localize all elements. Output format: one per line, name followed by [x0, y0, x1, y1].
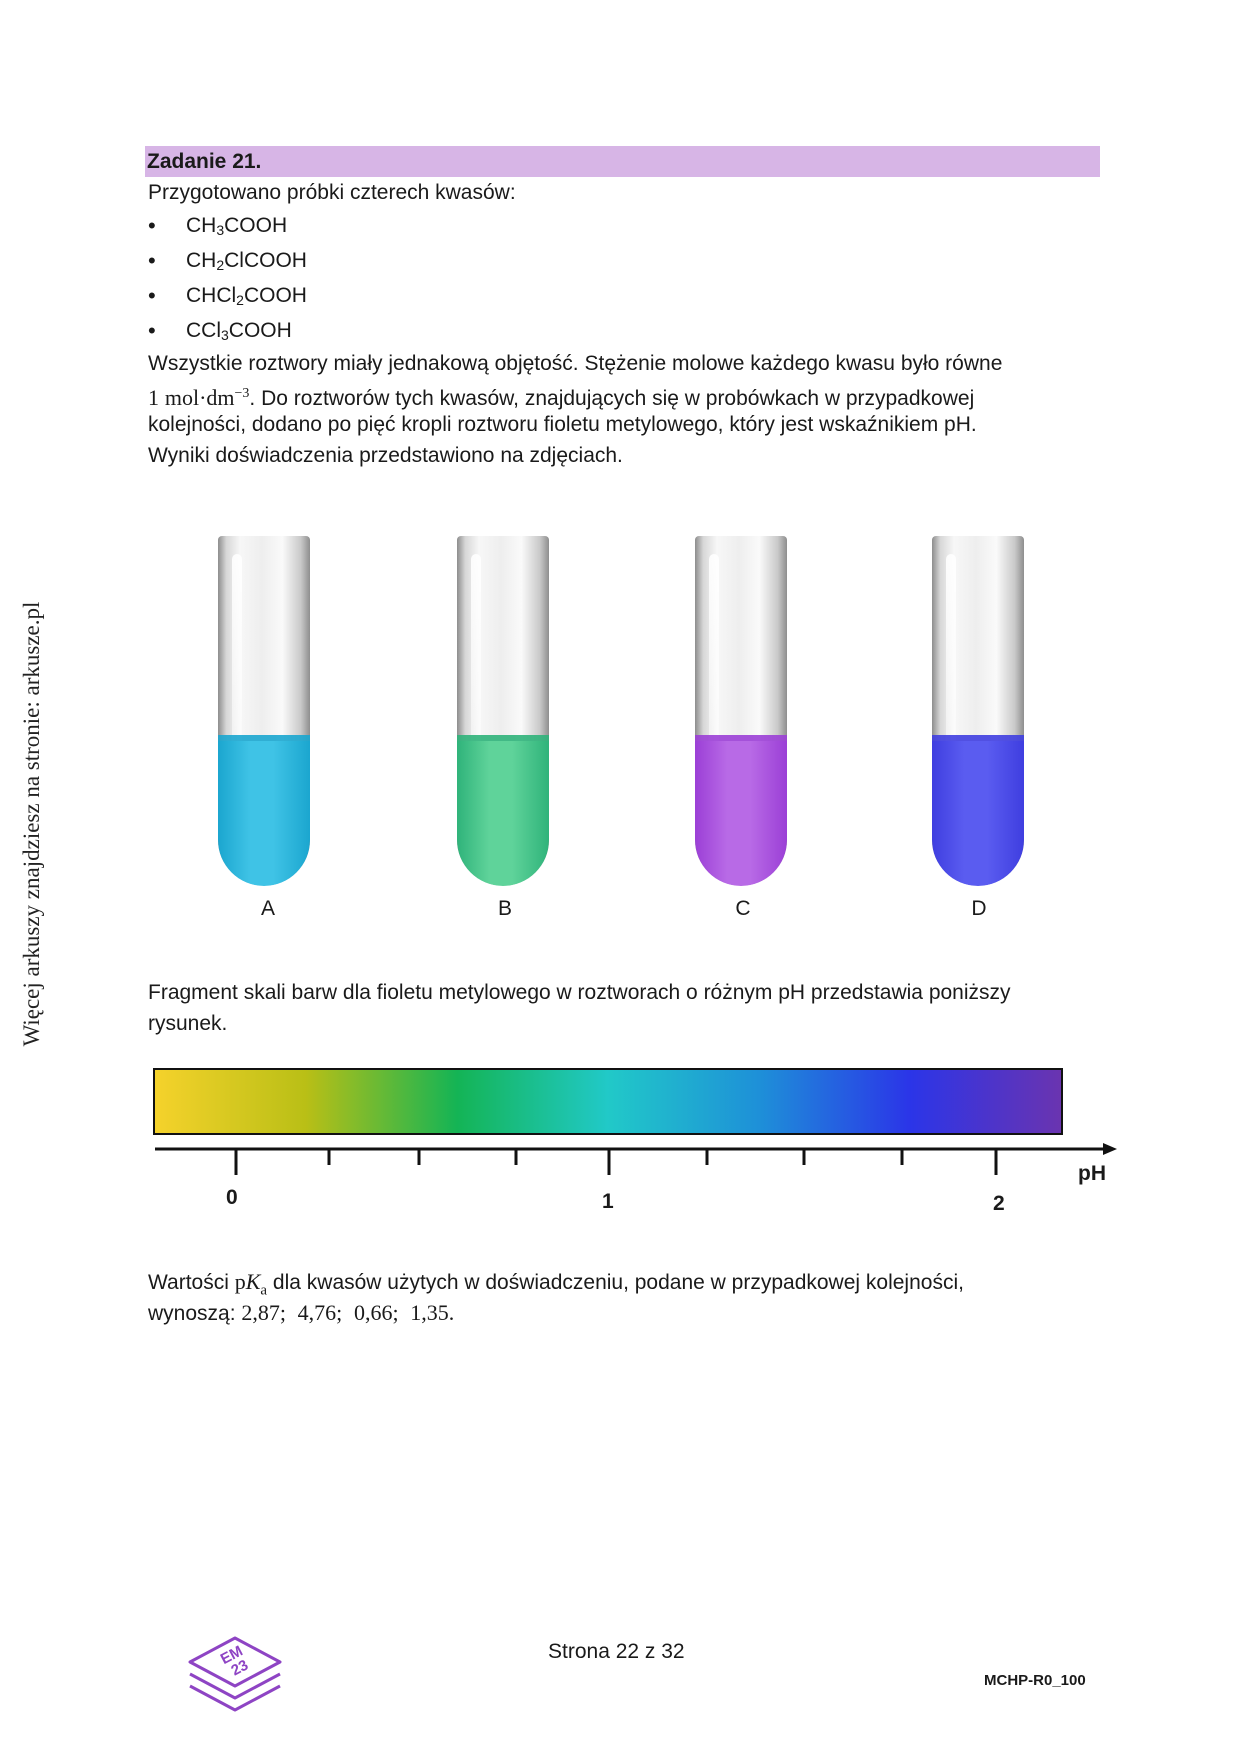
paragraph-line-4: Wyniki doświadczenia przedstawiono na zd… [148, 444, 623, 467]
logo-text-bottom: 23 [228, 1657, 251, 1680]
tube-label-c: C [735, 897, 751, 920]
concentration-number: 1 [148, 385, 159, 410]
pka-value: 0,66 [353, 1300, 393, 1325]
scale-intro-line-1: Fragment skali barw dla fioletu metylowe… [148, 981, 1011, 1004]
test-tube-b [457, 536, 549, 886]
paragraph-line-1: Wszystkie roztwory miały jednakową objęt… [148, 352, 1003, 375]
pka-symbol: pKa [234, 1269, 268, 1299]
test-tube-c [695, 536, 787, 886]
concentration-exponent: −3 [234, 386, 250, 401]
ph-tick-label-1: 1 [602, 1190, 614, 1213]
em23-logo: EM 23 [188, 1636, 282, 1712]
ph-tick-label-0: 0 [226, 1186, 238, 1209]
tube-label-a: A [260, 897, 275, 920]
task-header: Zadanie 21. [145, 146, 1100, 177]
tube-label-d: D [971, 897, 987, 920]
task-intro: Przygotowano próbki czterech kwasów: [148, 181, 516, 204]
pka-value: 1,35 [410, 1300, 449, 1325]
test-tube-d [932, 536, 1024, 886]
ph-tick-label-2: 2 [993, 1192, 1005, 1215]
pka-line-1: Wartości pKa dla kwasów użytych w doświa… [148, 1269, 964, 1299]
test-tube-a [218, 536, 310, 886]
side-watermark-text: Więcej arkuszy znajdziesz na stronie: ar… [19, 601, 44, 1047]
tube-label-b: B [497, 897, 512, 920]
scale-intro-line-2: rysunek. [148, 1012, 228, 1035]
acid-item: CH3COOH [148, 209, 307, 244]
acid-list: CH3COOH CH2ClCOOH CHCl2COOH CCl3COOH [148, 209, 307, 349]
page-number: Strona 22 z 32 [548, 1640, 685, 1663]
acid-item: CH2ClCOOH [148, 244, 307, 279]
color-scale-bar [153, 1068, 1063, 1135]
paragraph-line-2: 1 mol·dm−3. Do roztworów tych kwasów, zn… [148, 385, 975, 410]
document-code: MCHP-R0_100 [984, 1672, 1086, 1689]
acid-item: CCl3COOH [148, 314, 307, 349]
concentration-unit: mol·dm [164, 385, 235, 410]
pka-value: 4,76 [297, 1300, 337, 1325]
axis-arrowhead [1103, 1143, 1117, 1155]
acid-item: CHCl2COOH [148, 279, 307, 314]
pka-value: 2,87 [241, 1300, 280, 1325]
ph-axis-label: pH [1078, 1162, 1106, 1185]
paragraph-line-3: kolejności, dodano po pięć kropli roztwo… [148, 413, 977, 436]
pka-line-2: wynoszą: 2,87; 4,76; 0,66; 1,35. [148, 1300, 455, 1325]
